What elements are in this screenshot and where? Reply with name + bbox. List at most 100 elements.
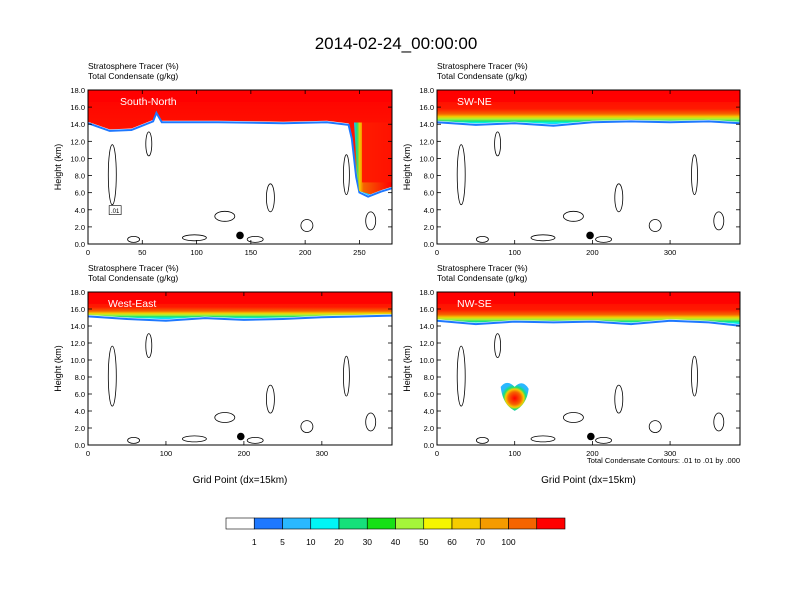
tracer-blob — [500, 382, 529, 411]
plot-frame — [87, 291, 393, 446]
y-tick-label: 16.0 — [419, 103, 434, 112]
y-tick-label: 18.0 — [419, 288, 434, 297]
condensate-contour — [691, 154, 698, 196]
location-marker — [586, 231, 594, 240]
y-tick-label: 10.0 — [419, 356, 434, 365]
condensate-contour — [475, 436, 489, 444]
y-tick-label: 12.0 — [70, 339, 85, 348]
y-tick-label: 14.0 — [70, 322, 85, 331]
condensate-contour — [648, 219, 662, 232]
y-tick-label: 14.0 — [419, 322, 434, 331]
x-tick-label: 100 — [508, 248, 521, 257]
y-tick-label: 6.0 — [75, 189, 85, 198]
plot-area — [88, 292, 392, 444]
y-tick-label: 6.0 — [424, 390, 434, 399]
colorbar-swatch — [508, 517, 538, 530]
colorbar-label: 1 — [252, 537, 257, 547]
header-tracer: Stratosphere Tracer (%) — [88, 61, 179, 71]
condensate-contour — [494, 333, 502, 359]
panel-south-north: .01 South-North Stratosphere Tracer (%)Tot… — [53, 61, 393, 257]
y-tick-label: 6.0 — [424, 189, 434, 198]
panel-west-east: West-East Stratosphere Tracer (%)Total Co… — [53, 263, 393, 486]
y-tick-label: 4.0 — [424, 407, 434, 416]
condensate-contour — [563, 210, 584, 222]
y-axis-label: Height (km) — [402, 144, 412, 191]
y-tick-label: 12.0 — [419, 339, 434, 348]
colorbar-swatch — [479, 517, 509, 530]
condensate-contour — [145, 333, 153, 359]
colorbar-label: 5 — [280, 537, 285, 547]
y-tick-label: 8.0 — [424, 172, 434, 181]
x-axis-label: Grid Point (dx=15km) — [541, 475, 636, 486]
header-condensate: Total Condensate (g/kg) — [437, 71, 527, 81]
colorbar: 1 5 10 20 30 40 50 60 70 100 — [225, 517, 566, 547]
y-tick-label: 4.0 — [424, 206, 434, 215]
colorbar-swatch — [366, 517, 396, 530]
condensate-contour — [563, 412, 584, 423]
contour-note: Total Condensate Contours: .01 to .01 by… — [587, 456, 740, 465]
plot-frame — [436, 291, 741, 446]
plot-area — [88, 90, 392, 243]
tracer-top-band — [437, 292, 740, 304]
colorbar-label: 20 — [334, 537, 344, 547]
panel-label: South-North — [120, 96, 177, 108]
y-tick-label: 6.0 — [75, 390, 85, 399]
y-tick-label: 4.0 — [75, 206, 85, 215]
colorbar-label: 70 — [476, 537, 486, 547]
condensate-contour — [713, 211, 725, 231]
colorbar-swatch — [225, 517, 255, 530]
y-tick-label: 8.0 — [75, 373, 85, 382]
y-tick-label: 18.0 — [70, 86, 85, 95]
plot-area — [437, 90, 740, 243]
contour-label-box — [108, 205, 122, 215]
location-marker — [236, 231, 244, 240]
y-tick-label: 18.0 — [70, 288, 85, 297]
y-tick-label: 0.0 — [75, 240, 85, 249]
x-tick-label: 100 — [190, 248, 203, 257]
condensate-contour — [181, 234, 207, 242]
plot-frame — [436, 89, 741, 245]
y-tick-label: 0.0 — [424, 441, 434, 450]
y-axis-label: Height (km) — [402, 345, 412, 392]
condensate-contour — [648, 420, 662, 434]
header-condensate: Total Condensate (g/kg) — [88, 273, 178, 283]
y-tick-label: 16.0 — [70, 103, 85, 112]
condensate-contour — [300, 219, 314, 232]
header-tracer: Stratosphere Tracer (%) — [437, 61, 528, 71]
tracer-top-band — [88, 292, 392, 304]
condensate-contour — [246, 436, 264, 444]
header-tracer: Stratosphere Tracer (%) — [437, 263, 528, 273]
tracer-edge — [88, 110, 392, 198]
y-tick-label: 14.0 — [419, 120, 434, 129]
x-tick-label: 100 — [508, 449, 521, 458]
y-tick-label: 10.0 — [70, 356, 85, 365]
x-tick-label: 150 — [245, 248, 258, 257]
x-tick-label: 300 — [664, 248, 677, 257]
x-tick-label: 0 — [86, 248, 90, 257]
colorbar-swatch — [253, 517, 283, 530]
colorbar-swatch — [423, 517, 453, 530]
x-tick-label: 300 — [664, 449, 677, 458]
colorbar-swatch — [451, 517, 481, 530]
condensate-contour — [214, 412, 236, 423]
colorbar-swatch — [395, 517, 425, 530]
x-tick-label: 0 — [435, 449, 439, 458]
condensate-contour — [265, 384, 275, 414]
y-tick-label: 2.0 — [75, 424, 85, 433]
colorbar-swatch — [310, 517, 340, 530]
header-condensate: Total Condensate (g/kg) — [437, 273, 527, 283]
y-tick-label: 4.0 — [75, 407, 85, 416]
colorbar-swatch — [536, 517, 566, 530]
y-tick-label: 8.0 — [75, 172, 85, 181]
condensate-contour — [365, 211, 377, 231]
y-tick-label: 10.0 — [70, 154, 85, 163]
colorbar-label: 10 — [306, 537, 316, 547]
colorbar-label: 60 — [447, 537, 457, 547]
y-tick-label: 0.0 — [75, 441, 85, 450]
condensate-contour — [456, 345, 466, 407]
panel-label: NW-SE — [457, 298, 492, 310]
y-tick-label: 0.0 — [424, 240, 434, 249]
y-tick-label: 10.0 — [419, 154, 434, 163]
tracer-edge — [88, 314, 392, 322]
condensate-contour — [614, 183, 624, 213]
